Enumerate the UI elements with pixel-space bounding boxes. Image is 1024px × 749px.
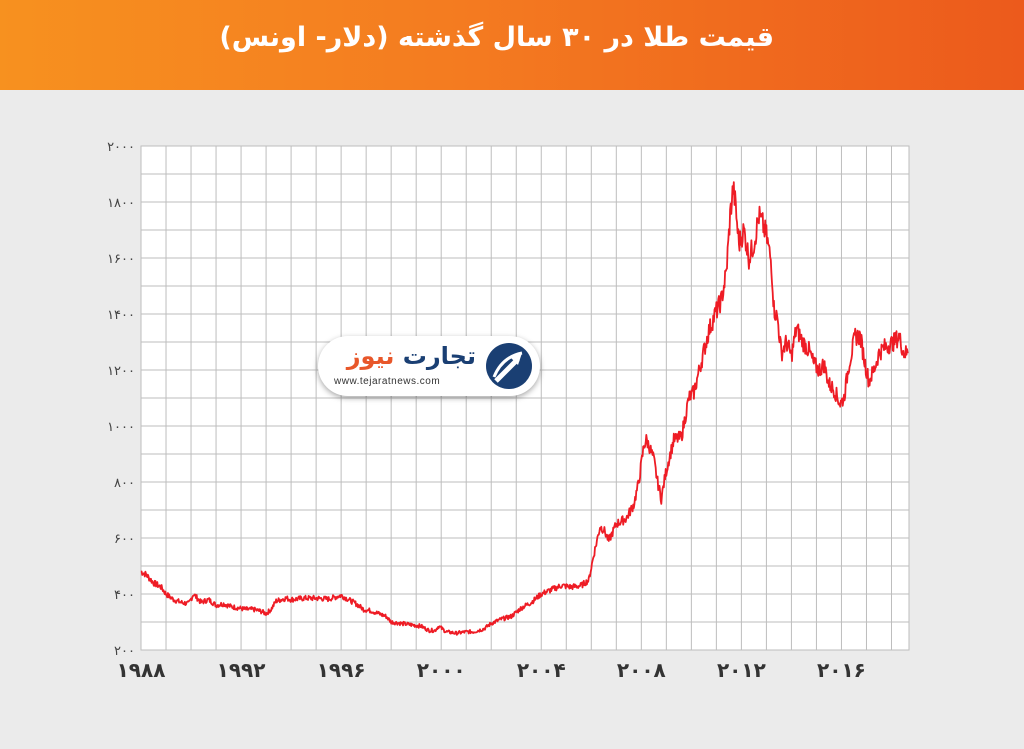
y-tick-label: ۸۰۰ — [114, 476, 135, 491]
y-tick-label: ۲۰۰ — [114, 644, 135, 659]
logo-brand-part2: نیوز — [346, 342, 395, 370]
logo-website: www.tejaratnews.com — [334, 376, 441, 387]
x-tick-label: ۲۰۰۸ — [617, 658, 666, 682]
x-tick-label: ۱۹۹۶ — [317, 658, 366, 682]
upward-arrow-emblem-icon — [486, 343, 532, 389]
y-tick-label: ۴۰۰ — [114, 588, 135, 603]
x-tick-label: ۲۰۱۲ — [717, 658, 766, 682]
y-tick-label: ۶۰۰ — [114, 532, 135, 547]
logo-brand-text: تجارت نیوز — [347, 342, 476, 370]
x-tick-label: ۲۰۰۴ — [517, 658, 566, 682]
x-tick-label: ۱۹۸۸ — [117, 658, 166, 682]
y-tick-label: ۱۶۰۰ — [107, 252, 135, 267]
title-banner: قیمت طلا در ۳۰ سال گذشته (دلار- اونس) — [0, 0, 1024, 90]
y-tick-label: ۱۰۰۰ — [107, 420, 135, 435]
tejaratnews-logo: تجارت نیوز www.tejaratnews.com — [318, 336, 540, 396]
x-tick-label: ۲۰۱۶ — [817, 658, 866, 682]
y-tick-label: ۱۸۰۰ — [107, 196, 135, 211]
series-line-gold-price — [140, 181, 909, 636]
y-tick-label: ۲۰۰۰ — [107, 140, 135, 155]
y-tick-label: ۱۴۰۰ — [107, 308, 135, 323]
x-tick-label: ۱۹۹۲ — [217, 658, 266, 682]
logo-brand-part1: تجارت — [402, 342, 476, 370]
chart-title: قیمت طلا در ۳۰ سال گذشته (دلار- اونس) — [219, 22, 774, 53]
y-tick-label: ۱۲۰۰ — [107, 364, 135, 379]
x-tick-label: ۲۰۰۰ — [417, 658, 466, 682]
